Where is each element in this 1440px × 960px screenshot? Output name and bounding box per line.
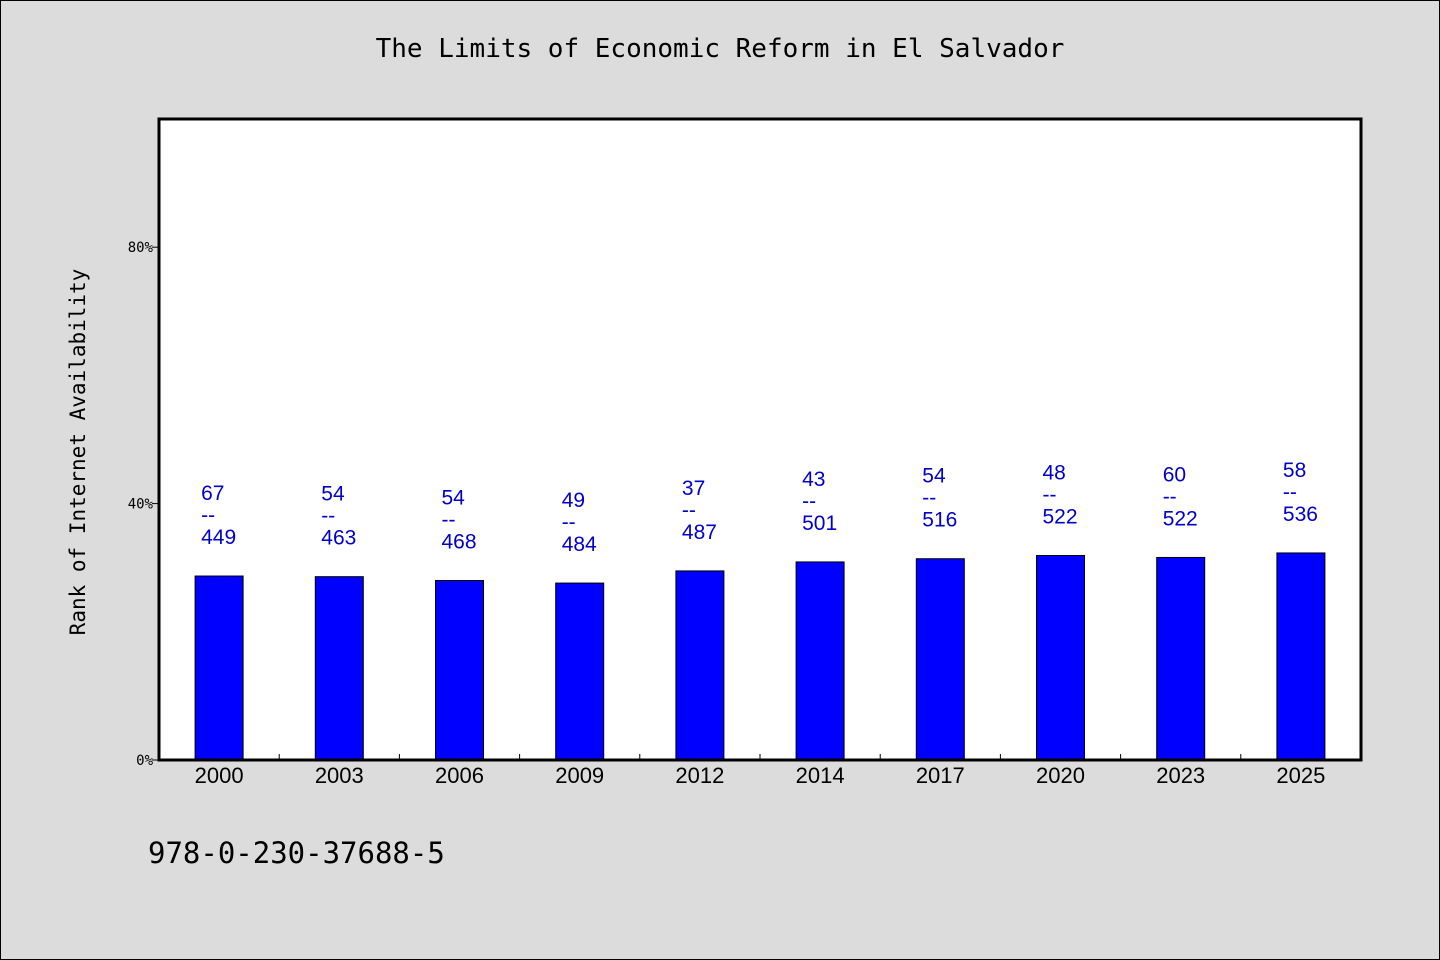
bar: [1276, 552, 1326, 761]
data-label-separator: --: [922, 487, 936, 510]
data-label-top: 67: [201, 482, 224, 505]
x-tick-label: 2014: [796, 763, 845, 788]
data-label-separator: --: [442, 509, 456, 532]
isbn-text: 978-0-230-37688-5: [148, 836, 445, 870]
y-tick-label: 40%: [128, 497, 154, 513]
data-label-top: 54: [321, 483, 345, 506]
y-tick-label: 80%: [128, 240, 154, 256]
data-label-bottom: 536: [1283, 503, 1318, 526]
data-label-separator: --: [201, 504, 215, 527]
data-label-bottom: 484: [562, 533, 597, 556]
data-label-separator: --: [1163, 485, 1177, 508]
bar: [314, 576, 364, 761]
data-label-top: 37: [682, 477, 705, 500]
data-label-bottom: 522: [1043, 506, 1078, 529]
data-label-separator: --: [682, 499, 696, 522]
data-label-separator: --: [562, 511, 576, 534]
data-label-bottom: 501: [802, 512, 837, 535]
x-tick-label: 2009: [555, 763, 604, 788]
x-tick-label: 2006: [435, 763, 484, 788]
bar: [1036, 555, 1085, 761]
x-tick-label: 2020: [1036, 763, 1085, 788]
bar: [795, 561, 845, 761]
bar: [435, 580, 484, 761]
bar: [675, 570, 725, 761]
x-tick-label: 2025: [1276, 763, 1325, 788]
data-label-separator: --: [802, 490, 816, 513]
x-tick-label: 2017: [916, 763, 965, 788]
data-label-top: 60: [1163, 463, 1186, 486]
data-label-top: 58: [1283, 459, 1306, 482]
data-label-separator: --: [1283, 481, 1297, 504]
data-label-top: 43: [802, 468, 825, 491]
data-label-top: 49: [562, 489, 585, 512]
chart-title: The Limits of Economic Reform in El Salv…: [375, 34, 1065, 64]
x-tick-label: 2012: [675, 763, 724, 788]
y-tick-label: 0%: [136, 753, 153, 769]
x-tick-label: 2003: [315, 763, 364, 788]
data-label-separator: --: [1043, 484, 1057, 507]
data-label-bottom: 516: [922, 509, 957, 532]
data-label-bottom: 463: [321, 527, 356, 550]
x-tick-label: 2023: [1156, 763, 1205, 788]
x-tick-label: 2000: [195, 763, 244, 788]
data-label-top: 54: [922, 465, 946, 488]
bar: [915, 558, 965, 761]
bar: [1156, 556, 1206, 761]
bar: [555, 582, 605, 761]
bar: [194, 575, 244, 761]
data-label-bottom: 449: [201, 526, 236, 549]
data-label-separator: --: [321, 505, 335, 528]
data-label-bottom: 522: [1163, 507, 1198, 530]
data-label-bottom: 487: [682, 521, 717, 544]
data-label-bottom: 468: [442, 531, 477, 554]
data-label-top: 48: [1043, 462, 1066, 485]
data-label-top: 54: [442, 487, 466, 510]
